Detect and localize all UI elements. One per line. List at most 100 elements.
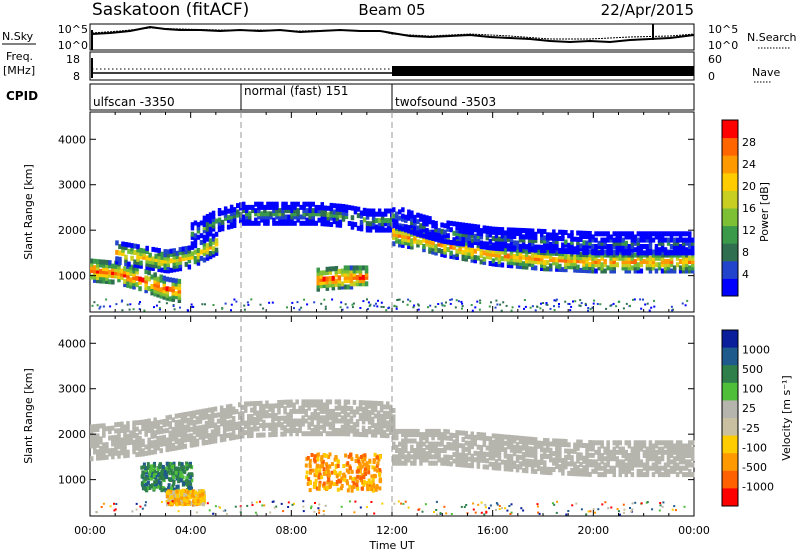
power-cell bbox=[139, 263, 143, 269]
power-cell bbox=[446, 233, 450, 239]
ground-scatter-cell bbox=[210, 413, 215, 419]
power-cell bbox=[524, 255, 529, 261]
power-cell bbox=[196, 222, 201, 228]
power-cell bbox=[476, 240, 481, 246]
power-cell bbox=[449, 250, 453, 256]
velocity-cell bbox=[181, 502, 185, 507]
power-noise-cell bbox=[431, 309, 434, 312]
velocity-cell bbox=[374, 487, 378, 492]
power-cell bbox=[636, 268, 641, 274]
power-cell bbox=[159, 287, 163, 293]
ground-scatter-cell bbox=[624, 462, 628, 468]
power-cell bbox=[422, 227, 426, 233]
ground-scatter-cell bbox=[244, 430, 248, 436]
ground-scatter-cell bbox=[147, 424, 151, 430]
velocity-cell bbox=[305, 475, 309, 480]
ground-scatter-cell bbox=[156, 445, 160, 451]
ground-scatter-cell bbox=[189, 410, 194, 416]
ground-scatter-cell bbox=[159, 438, 163, 444]
velocity-noise-cell bbox=[354, 500, 357, 503]
power-cell bbox=[479, 228, 484, 234]
ground-scatter-cell bbox=[343, 431, 348, 437]
power-cell bbox=[494, 252, 499, 258]
power-cell bbox=[657, 240, 662, 246]
power-cell bbox=[322, 283, 326, 288]
ground-scatter-cell bbox=[509, 447, 514, 453]
power-cell bbox=[588, 237, 592, 243]
power-cell bbox=[123, 272, 127, 278]
velocity-noise-cell bbox=[314, 502, 316, 504]
ground-scatter-cell bbox=[195, 428, 200, 434]
power-noise-cell bbox=[605, 307, 608, 310]
power-cell bbox=[117, 267, 121, 273]
power-cell bbox=[527, 234, 532, 240]
velocity-noise-cell bbox=[622, 503, 625, 506]
ground-scatter-cell bbox=[491, 442, 496, 448]
power-cell bbox=[503, 240, 508, 245]
ground-scatter-cell bbox=[464, 459, 468, 465]
ground-scatter-cell bbox=[446, 445, 450, 451]
velocity-colorbar-tick: -500 bbox=[742, 461, 767, 474]
ground-scatter-cell bbox=[588, 462, 592, 468]
ground-scatter-cell bbox=[597, 472, 601, 478]
power-cell bbox=[645, 250, 650, 256]
cpid-segment-3: twofsound -3503 bbox=[395, 95, 496, 109]
power-cell bbox=[579, 255, 583, 261]
power-noise-cell bbox=[454, 306, 457, 309]
ground-scatter-cell bbox=[352, 412, 357, 418]
ground-scatter-cell bbox=[271, 413, 275, 418]
ground-scatter-cell bbox=[455, 439, 459, 445]
ground-scatter-cell bbox=[476, 454, 481, 460]
power-cell bbox=[672, 247, 677, 253]
ground-scatter-cell bbox=[135, 439, 139, 445]
velocity-noise-cell bbox=[135, 508, 138, 511]
power-cell bbox=[691, 255, 695, 261]
power-cell bbox=[624, 250, 628, 256]
ground-scatter-cell bbox=[102, 448, 106, 454]
power-cell bbox=[365, 221, 370, 227]
ground-scatter-cell bbox=[289, 402, 293, 408]
ground-scatter-cell bbox=[198, 415, 203, 421]
power-noise-cell bbox=[427, 306, 429, 309]
power-cell bbox=[678, 237, 683, 243]
ground-scatter-cell bbox=[621, 449, 625, 455]
ground-scatter-cell bbox=[162, 422, 166, 428]
velocity-cell bbox=[156, 470, 159, 475]
ground-scatter-cell bbox=[479, 435, 484, 441]
ground-scatter-cell bbox=[627, 468, 632, 474]
ground-scatter-cell bbox=[174, 432, 179, 438]
power-cell bbox=[211, 252, 216, 258]
power-cell bbox=[524, 231, 529, 237]
ground-scatter-cell bbox=[253, 404, 257, 410]
power-cell bbox=[491, 236, 496, 242]
power-noise-cell bbox=[393, 305, 396, 308]
ground-scatter-cell bbox=[549, 466, 553, 472]
power-cell bbox=[549, 257, 553, 262]
ground-scatter-cell bbox=[558, 467, 562, 473]
velocity-cell bbox=[366, 483, 370, 488]
power-cell bbox=[654, 244, 659, 249]
power-cell bbox=[127, 248, 131, 254]
velocity-cell bbox=[351, 477, 355, 482]
power-cell bbox=[343, 268, 348, 274]
power-cell bbox=[190, 241, 195, 247]
velocity-cell bbox=[307, 477, 311, 482]
ground-scatter-cell bbox=[364, 410, 369, 415]
ground-scatter-cell bbox=[256, 420, 260, 425]
power-cell bbox=[594, 250, 598, 256]
velocity-noise-cell bbox=[141, 507, 144, 510]
ground-scatter-cell bbox=[382, 417, 387, 423]
ground-scatter-cell bbox=[376, 413, 381, 419]
velocity-cell bbox=[192, 499, 196, 504]
power-cell bbox=[413, 238, 417, 244]
power-cell bbox=[123, 278, 127, 284]
power-cell bbox=[509, 250, 514, 256]
power-cell bbox=[639, 247, 644, 253]
power-cell bbox=[199, 220, 204, 226]
power-cell bbox=[132, 284, 136, 290]
power-noise-cell bbox=[102, 305, 105, 308]
ground-scatter-cell bbox=[482, 451, 487, 457]
ground-scatter-cell bbox=[609, 449, 613, 455]
ground-scatter-cell bbox=[271, 403, 275, 409]
velocity-noise-cell bbox=[587, 510, 590, 513]
